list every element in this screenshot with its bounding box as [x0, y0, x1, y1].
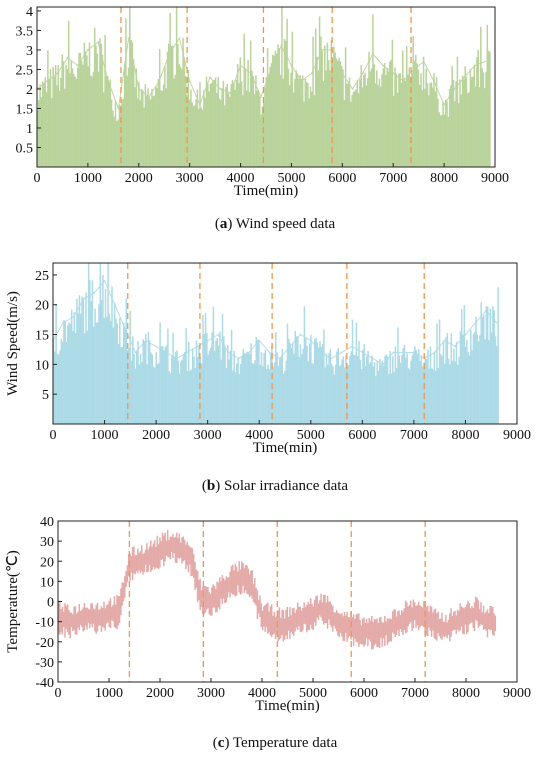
- y-tick-label: 5: [42, 388, 49, 403]
- y-tick-label: 40: [40, 515, 54, 530]
- x-axis-label: Time(min): [234, 183, 298, 199]
- x-tick-label: 9000: [503, 428, 531, 443]
- series-line: [36, 36, 486, 109]
- x-tick-label: 2000: [142, 428, 170, 443]
- x-axis-label: Time(min): [255, 698, 319, 714]
- x-tick-label: 3000: [194, 428, 222, 443]
- y-tick-label: 10: [40, 575, 54, 590]
- x-tick-label: 0: [34, 171, 41, 186]
- x-tick-label: 0: [50, 428, 57, 443]
- y-tick-label: -40: [35, 676, 54, 691]
- x-tick-label: 6000: [328, 171, 356, 186]
- y-tick-label: 4: [26, 5, 33, 20]
- x-tick-label: 7000: [400, 428, 428, 443]
- x-axis-label: Time(min): [253, 440, 317, 456]
- plot-frame: [36, 6, 496, 168]
- x-tick-label: 1000: [74, 171, 102, 186]
- series-texture: [52, 263, 499, 424]
- x-tick-label: 4000: [227, 171, 255, 186]
- x-tick-label: 9000: [503, 686, 531, 701]
- y-tick-label: 3: [26, 44, 33, 59]
- x-tick-label: 1000: [91, 428, 119, 443]
- y-axis-label: Temperature(℃): [5, 550, 21, 652]
- y-tick-label: 30: [40, 535, 54, 550]
- plot-frame: [52, 262, 518, 425]
- x-tick-label: 5000: [297, 428, 325, 443]
- y-tick-label: -20: [35, 636, 54, 651]
- series-line: [52, 279, 497, 366]
- plot-frame: [57, 520, 518, 683]
- y-axis-label: Wind Speed(m/s): [5, 291, 21, 396]
- y-tick-label: 25: [35, 269, 49, 284]
- x-tick-label: 4000: [248, 686, 276, 701]
- caption-c: (c) Temperature data: [212, 735, 338, 751]
- x-tick-label: 3000: [197, 686, 225, 701]
- x-tick-label: 9000: [481, 171, 509, 186]
- x-tick-label: 5000: [299, 686, 327, 701]
- y-tick-label: -10: [35, 616, 54, 631]
- y-tick-label: 0: [47, 596, 54, 611]
- x-tick-label: 4000: [245, 428, 273, 443]
- chart-1: 0 1000 2000 3000 4000 5000 6000 7000 8000 9000 5 10…: [5, 262, 531, 456]
- chart-2: 0 1000 2000 3000 4000 5000 6000 7000 8000 9000 -40…: [5, 515, 531, 714]
- y-tick-label: 20: [35, 299, 49, 314]
- x-tick-label: 8000: [452, 686, 480, 701]
- x-tick-label: 0: [55, 686, 62, 701]
- x-tick-label: 1000: [95, 686, 123, 701]
- y-tick-label: 10: [35, 358, 49, 373]
- y-tick-label: 20: [40, 555, 54, 570]
- y-tick-label: 15: [35, 329, 49, 344]
- y-tick-label: 2.5: [16, 63, 34, 78]
- x-tick-label: 7000: [379, 171, 407, 186]
- series-texture: [36, 7, 491, 167]
- x-tick-label: 6000: [350, 686, 378, 701]
- x-tick-label: 7000: [401, 686, 429, 701]
- x-tick-label: 6000: [348, 428, 376, 443]
- y-tick-label: 0.5: [16, 141, 34, 156]
- x-tick-label: 8000: [430, 171, 458, 186]
- x-tick-label: 8000: [451, 428, 479, 443]
- y-tick-label: 1: [26, 122, 33, 137]
- y-tick-label: 3.5: [16, 24, 34, 39]
- x-tick-label: 3000: [176, 171, 204, 186]
- x-tick-label: 2000: [125, 171, 153, 186]
- x-tick-label: 2000: [146, 686, 174, 701]
- chart-0: 0 1000 2000 3000 4000 5000 6000 7000 8000 9000 0.5…: [16, 5, 510, 199]
- y-tick-label: 1.5: [16, 102, 34, 117]
- caption-b: (b) Solar irradiance data: [201, 478, 349, 494]
- caption-a: (a) Wind speed data: [214, 216, 336, 232]
- y-tick-label: 2: [26, 83, 33, 98]
- x-tick-label: 5000: [277, 171, 305, 186]
- y-tick-label: -30: [35, 656, 54, 671]
